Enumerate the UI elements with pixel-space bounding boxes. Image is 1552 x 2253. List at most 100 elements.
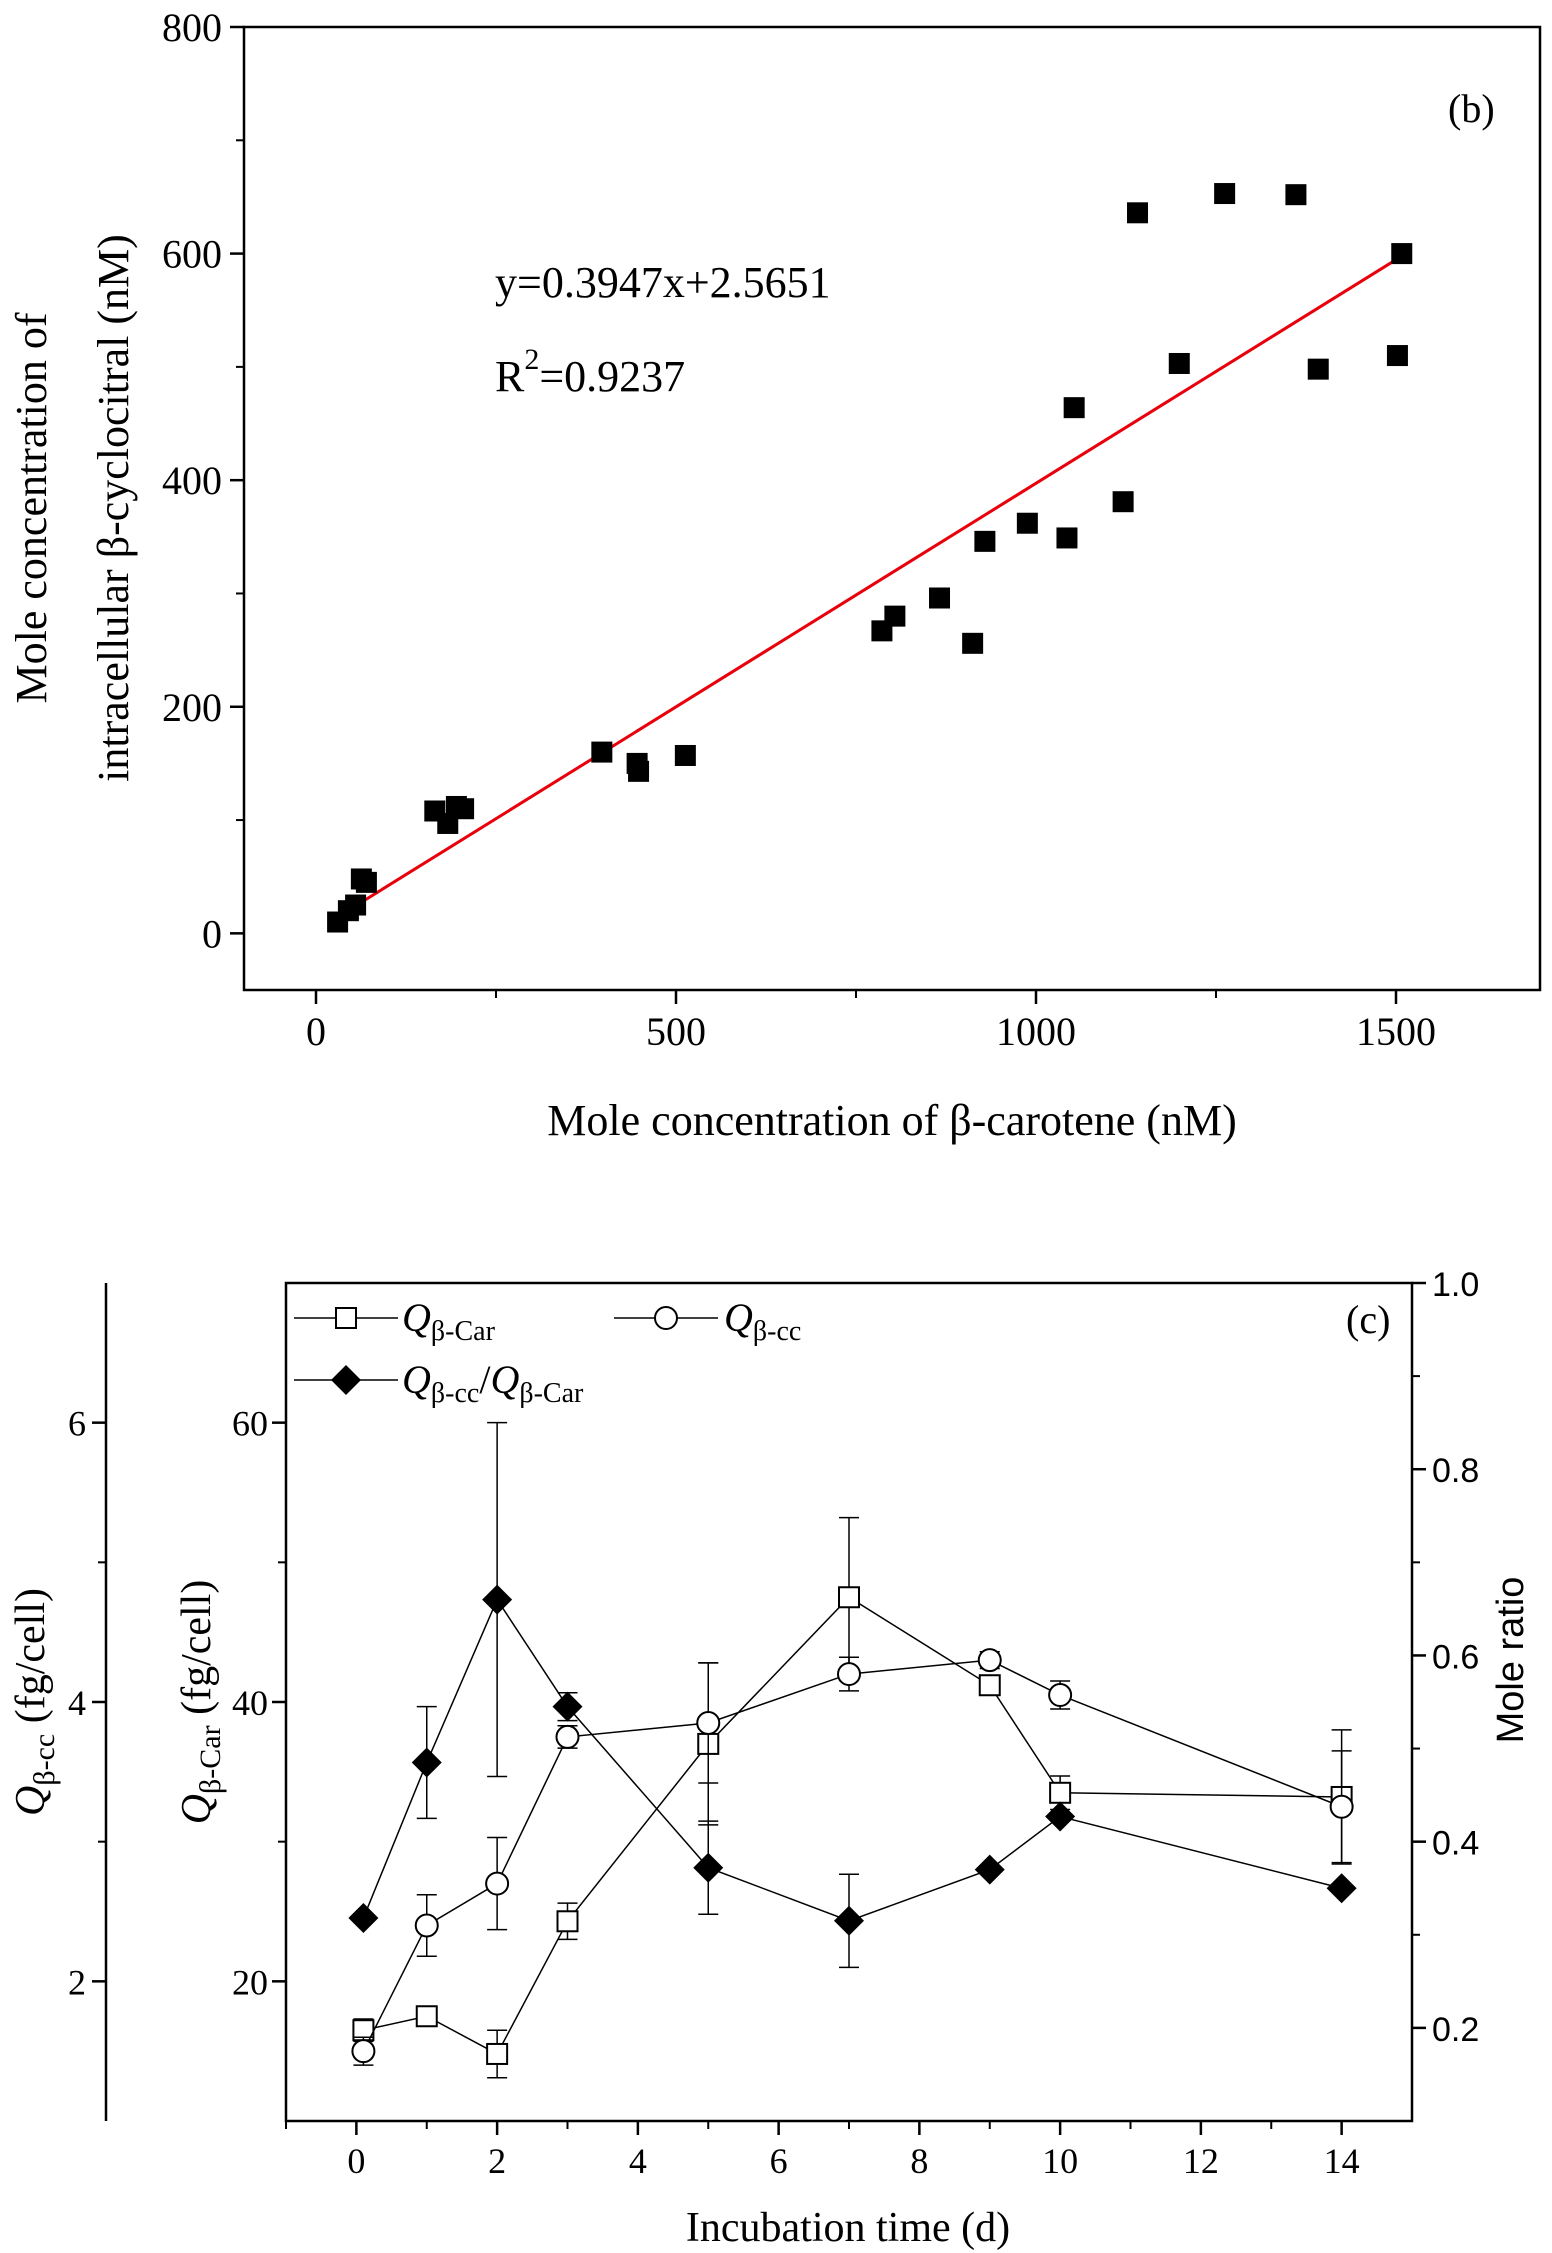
series-2-point-5	[834, 1905, 864, 1936]
c-x-tick-label-14: 14	[1324, 2141, 1360, 2181]
right-y-tick-label-0.2: 0.2	[1432, 2011, 1479, 2049]
panel-b-r-squared: R2=0.9237	[495, 343, 685, 401]
legend-ratio-sub: β-cc	[431, 1378, 479, 1409]
data-point-2	[345, 894, 367, 916]
y-tick-label-0: 0	[202, 911, 222, 956]
panel-c-label: (c)	[1346, 1297, 1390, 1342]
panel-c-x-axis-title: Incubation time (d)	[686, 2205, 1010, 2251]
panel-b-scatter-chart: 0 500 1000 1500 0 200 400 600 800 (b) y=0.3947x+…	[7, 5, 1542, 1145]
data-point-8	[453, 798, 475, 820]
series-1-point-0	[351, 2039, 376, 2064]
legend-marker-1	[654, 1306, 678, 1330]
panel-c-ticks: 0 2 4 6 8 10 12 14 20 40 60 2 4 6 0.2 0.4 0.6 0.8 1.0	[68, 1266, 1479, 2181]
panel-b-x-axis-title: Mole concentration of β-carotene (nM)	[547, 1096, 1236, 1145]
right-y-tick-label-0.6: 0.6	[1432, 1638, 1479, 1676]
panel-c-left-outer-axis-title: Qβ-cc (fg/cell)	[8, 1588, 61, 1816]
x-tick-label-0: 0	[306, 1009, 326, 1054]
x-tick-label-500: 500	[646, 1009, 706, 1054]
series-2-point-6	[974, 1854, 1005, 1885]
inner-y-tick-label-40: 40	[232, 1683, 268, 1723]
series-2-point-2	[482, 1584, 513, 1615]
series-line-2	[362, 1598, 1342, 1922]
data-point-16	[962, 632, 984, 654]
series-2-point-4	[693, 1852, 724, 1883]
series-1-point-5	[837, 1662, 861, 1687]
panel-b-ticks: 0 500 1000 1500 0 200 400 600 800	[162, 5, 1436, 1054]
series-0	[352, 1516, 1353, 2079]
data-point-15	[929, 587, 951, 609]
series-line-1	[362, 1659, 1342, 2052]
r2-sup: 2	[524, 343, 539, 376]
legend-label-ratio: Qβ-cc/Qβ-Car	[402, 1357, 584, 1409]
legend-marker-0	[335, 1307, 357, 1329]
data-point-6	[437, 812, 459, 834]
c-x-tick-label-12: 12	[1183, 2141, 1219, 2181]
legend-ratio-sub2: β-Car	[519, 1378, 584, 1409]
panel-c-right-axis-title: Mole ratio	[1490, 1577, 1532, 1744]
x-tick-label-1500: 1500	[1356, 1009, 1436, 1054]
data-point-18	[1016, 512, 1038, 534]
c-x-tick-label-2: 2	[488, 2141, 506, 2181]
legend-ratio-main: Q	[402, 1357, 431, 1402]
series-1-point-7	[1048, 1683, 1073, 1708]
r2-prefix: R	[495, 352, 525, 401]
data-point-27	[1386, 345, 1408, 367]
series-1-point-6	[977, 1648, 1002, 1673]
legend-ratio-sep: /	[479, 1357, 491, 1402]
series-0-point-3	[556, 1910, 579, 1933]
outer-y-tick-label-4: 4	[68, 1683, 86, 1723]
r2-value: =0.9237	[539, 352, 685, 401]
panel-b-equation: y=0.3947x+2.5651	[495, 258, 831, 307]
panel-c-left-inner-axis-title: Qβ-Car (fg/cell)	[174, 1580, 227, 1825]
series-1-point-1	[414, 1913, 439, 1938]
outer-axis-title-sub: β-cc	[28, 1734, 61, 1786]
data-point-11	[628, 760, 650, 782]
data-point-12	[674, 744, 696, 766]
data-point-17	[974, 530, 996, 552]
series-1-point-3	[555, 1724, 580, 1749]
right-y-tick-label-0.4: 0.4	[1432, 1825, 1479, 1863]
legend-ratio-main2: Q	[490, 1357, 519, 1402]
inner-y-tick-label-60: 60	[232, 1404, 268, 1444]
data-point-25	[1285, 184, 1307, 206]
c-x-tick-label-4: 4	[629, 2141, 647, 2181]
legend-q-cc-sub: β-cc	[753, 1316, 801, 1347]
legend-label-q-cc: Qβ-cc	[724, 1295, 801, 1347]
y-tick-label-400: 400	[162, 458, 222, 503]
data-point-20	[1063, 397, 1085, 419]
inner-y-tick-label-20: 20	[232, 1962, 268, 2002]
right-y-tick-label-1.0: 1.0	[1432, 1266, 1479, 1304]
outer-y-tick-label-2: 2	[68, 1962, 86, 2002]
y-tick-label-200: 200	[162, 685, 222, 730]
legend-q-cc-main: Q	[724, 1295, 753, 1340]
panel-b-label: (b)	[1448, 86, 1495, 131]
c-x-tick-label-0: 0	[347, 2141, 365, 2181]
outer-y-tick-label-6: 6	[68, 1404, 86, 1444]
data-point-19	[1056, 527, 1078, 549]
panel-c-legend: Qβ-Car Qβ-cc Qβ-cc/Qβ-Car	[294, 1295, 801, 1409]
y-tick-label-600: 600	[162, 232, 222, 277]
fit-line	[336, 256, 1401, 919]
data-point-9	[591, 741, 613, 763]
outer-axis-title-unit: (fg/cell)	[8, 1588, 54, 1734]
data-point-4	[355, 871, 377, 893]
panel-b-fit-line-group	[336, 256, 1401, 919]
inner-axis-title-sub: β-Car	[194, 1725, 227, 1794]
series-1-point-8	[1329, 1794, 1354, 1819]
inner-axis-title-unit: (fg/cell)	[174, 1580, 220, 1726]
panel-b-y-axis-title-line2: intracellular β-cyclocitral (nM)	[89, 234, 138, 782]
series-2-point-7	[1045, 1801, 1076, 1832]
data-point-14	[884, 605, 906, 627]
legend-q-car-sub: β-Car	[431, 1316, 496, 1347]
c-x-tick-label-8: 8	[910, 2141, 928, 2181]
panel-c-line-chart: 0 2 4 6 8 10 12 14 20 40 60 2 4 6 0.2 0.4 0.6 0.8 1.0 Qβ-C…	[8, 1266, 1532, 2251]
series-2	[348, 1421, 1357, 1969]
y-tick-label-800: 800	[162, 5, 222, 50]
data-point-22	[1127, 202, 1149, 224]
legend-marker-2	[331, 1365, 361, 1395]
series-2-point-3	[552, 1691, 583, 1722]
series-1-point-2	[485, 1871, 510, 1896]
series-0-point-1	[415, 2005, 438, 2028]
legend-label-q-car: Qβ-Car	[402, 1295, 496, 1347]
